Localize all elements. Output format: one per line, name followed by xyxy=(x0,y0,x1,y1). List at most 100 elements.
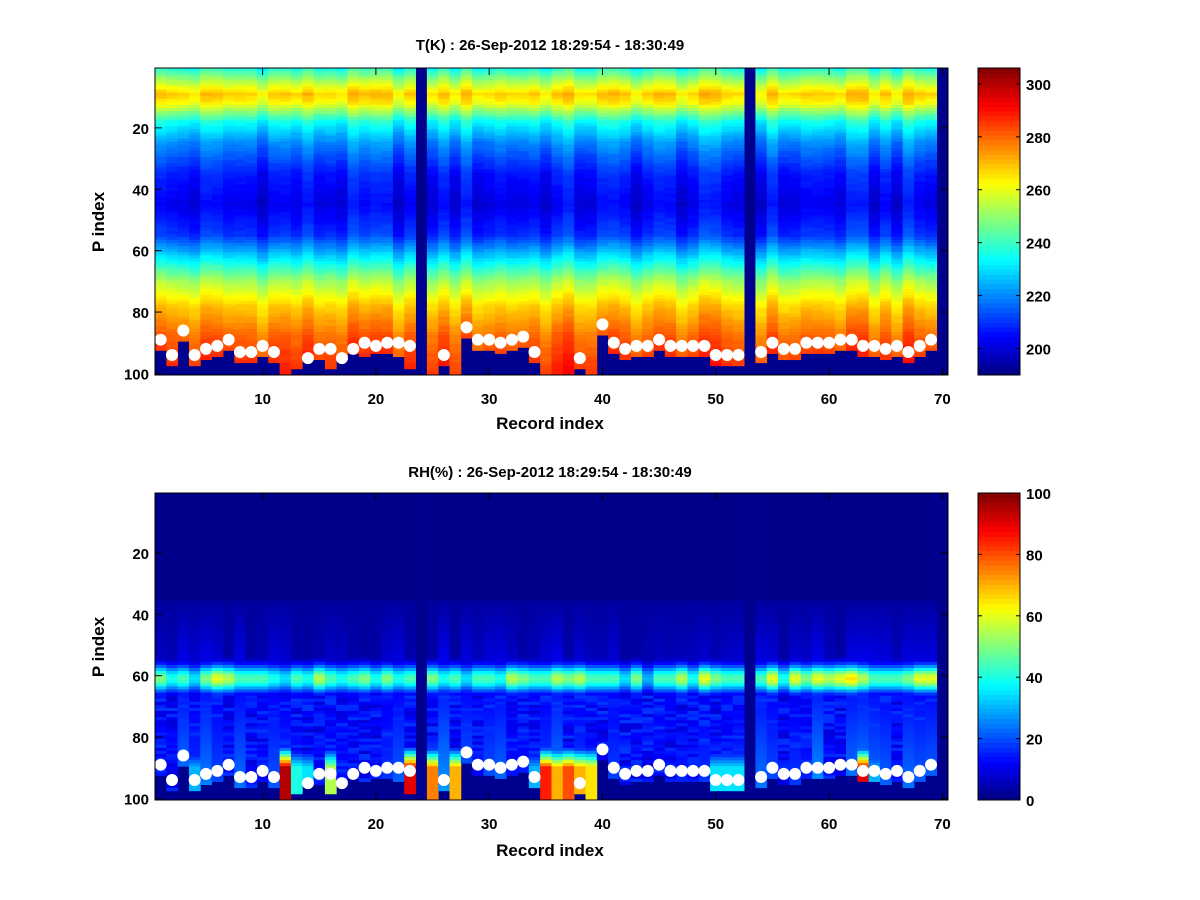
heatmap-cell xyxy=(642,200,654,204)
heatmap-cell xyxy=(642,80,654,84)
heatmap-cell xyxy=(347,325,360,330)
heatmap-cell xyxy=(642,307,654,311)
heatmap-cell xyxy=(188,138,201,143)
heatmap-cell xyxy=(630,104,643,109)
heatmap-cell xyxy=(245,144,258,149)
heatmap-cell xyxy=(608,295,620,299)
heatmap-cell xyxy=(755,212,768,216)
heatmap-cell xyxy=(528,114,541,118)
heatmap-cell xyxy=(155,138,167,143)
heatmap-cell xyxy=(483,160,496,164)
heatmap-cell xyxy=(540,144,552,149)
heatmap-cell xyxy=(732,328,745,333)
heatmap-cell xyxy=(642,77,654,81)
heatmap-cell xyxy=(732,141,745,146)
heatmap-cell xyxy=(324,221,337,225)
heatmap-cell xyxy=(404,261,416,265)
heatmap-cell xyxy=(540,120,552,124)
heatmap-cell xyxy=(256,138,269,143)
heatmap-cell xyxy=(268,107,281,112)
heatmap-cell xyxy=(347,233,360,238)
heatmap-cell xyxy=(710,289,722,293)
heatmap-cell xyxy=(222,181,235,186)
heatmap-cell xyxy=(438,224,450,229)
heatmap-cell xyxy=(483,98,496,103)
heatmap-cell xyxy=(608,325,620,330)
heatmap-cell xyxy=(336,193,348,198)
heatmap-cell xyxy=(755,126,768,130)
heatmap-cell xyxy=(166,310,179,314)
heatmap-cell xyxy=(562,160,575,164)
heatmap-cell xyxy=(676,110,688,115)
heatmap-cell xyxy=(619,215,632,219)
heatmap-cell xyxy=(608,98,620,103)
heatmap-cell xyxy=(290,267,303,272)
heatmap-cell xyxy=(370,77,382,81)
heatmap-cell xyxy=(177,101,190,106)
heatmap-cell xyxy=(574,86,586,90)
heatmap-cell xyxy=(290,258,303,262)
heatmap-cell xyxy=(268,114,281,118)
heatmap-cell xyxy=(426,279,439,284)
heatmap-cell xyxy=(551,187,564,192)
heatmap-cell xyxy=(404,175,416,179)
heatmap-cell xyxy=(449,123,462,127)
heatmap-cell xyxy=(188,261,201,265)
heatmap-cell xyxy=(551,310,564,314)
heatmap-cell xyxy=(155,203,167,207)
heatmap-cell xyxy=(324,190,337,195)
heatmap-cell xyxy=(596,114,609,118)
heatmap-cell xyxy=(721,313,734,318)
heatmap-cell xyxy=(404,98,416,103)
heatmap-cell xyxy=(155,276,167,281)
heatmap-cell xyxy=(732,319,745,324)
heatmap-cell xyxy=(177,163,190,167)
heatmap-cell xyxy=(200,335,213,339)
heatmap-cell xyxy=(177,212,190,216)
heatmap-cell xyxy=(642,313,654,318)
heatmap-cell xyxy=(664,304,677,308)
heatmap-cell xyxy=(755,169,768,173)
heatmap-cell xyxy=(370,255,382,259)
heatmap-cell xyxy=(642,172,654,176)
heatmap-cell xyxy=(562,344,575,348)
heatmap-cell xyxy=(449,89,462,93)
heatmap-cell xyxy=(517,325,530,330)
heatmap-cell xyxy=(585,319,598,324)
heatmap-cell xyxy=(177,261,190,265)
heatmap-cell xyxy=(528,110,541,115)
heatmap-cell xyxy=(188,298,201,302)
heatmap-cell xyxy=(177,249,190,253)
heatmap-cell xyxy=(302,203,314,207)
heatmap-cell xyxy=(256,307,269,311)
heatmap-cell xyxy=(676,313,688,318)
heatmap-cell xyxy=(528,98,541,103)
heatmap-cell xyxy=(494,153,507,158)
heatmap-cell xyxy=(426,175,439,179)
heatmap-cell xyxy=(222,258,235,262)
heatmap-cell xyxy=(336,200,348,204)
heatmap-cell xyxy=(404,325,416,330)
heatmap-cell xyxy=(483,126,496,130)
heatmap-cell xyxy=(268,74,281,78)
heatmap-cell xyxy=(540,328,552,333)
heatmap-cell xyxy=(279,144,292,149)
heatmap-cell xyxy=(676,350,688,354)
heatmap-cell xyxy=(234,104,247,109)
heatmap-cell xyxy=(551,267,564,272)
heatmap-cell xyxy=(358,200,371,204)
heatmap-cell xyxy=(630,175,643,179)
heatmap-cell xyxy=(630,132,643,136)
heatmap-cell xyxy=(721,95,734,100)
heatmap-cell xyxy=(188,178,201,182)
heatmap-cell xyxy=(290,110,303,115)
heatmap-cell xyxy=(506,172,518,176)
heatmap-cell xyxy=(358,126,371,130)
heatmap-cell xyxy=(392,322,405,327)
heatmap-cell xyxy=(155,153,167,158)
heatmap-cell xyxy=(290,74,303,78)
heatmap-cell xyxy=(336,92,348,97)
heatmap-cell xyxy=(234,270,247,275)
heatmap-cell xyxy=(358,261,371,265)
heatmap-cell xyxy=(540,203,552,207)
